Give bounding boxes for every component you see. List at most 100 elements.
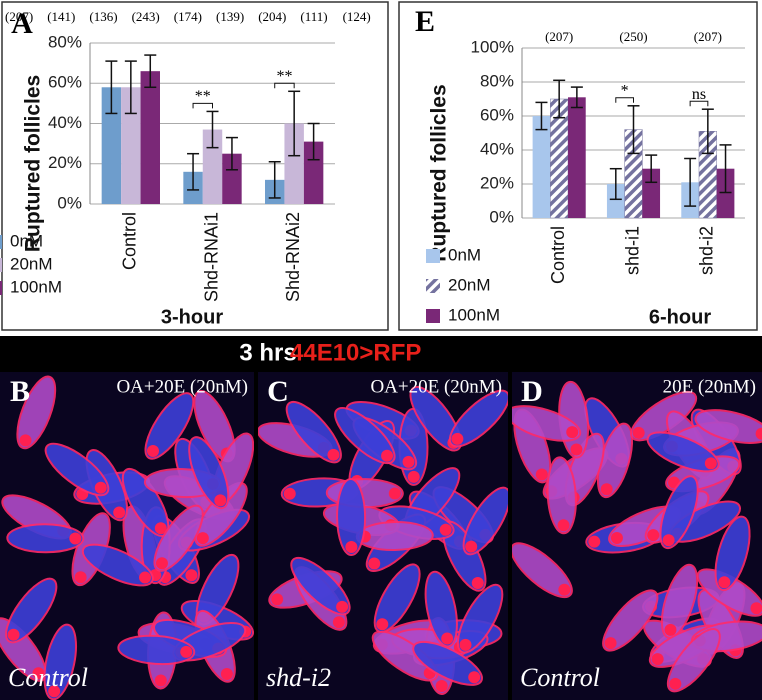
- rfp-spot: [755, 427, 762, 440]
- follicle: [188, 436, 230, 510]
- rfp-spot: [196, 532, 209, 545]
- rfp-spot: [610, 532, 623, 545]
- follicle: [117, 634, 196, 666]
- rfp-spot: [271, 593, 284, 606]
- rfp-spot: [600, 483, 613, 496]
- time-label: 6-hour: [649, 306, 711, 328]
- rfp-spot: [557, 519, 570, 532]
- bar: [284, 123, 304, 204]
- legend-label: 0nM: [10, 231, 43, 250]
- rfp-spot: [345, 541, 358, 554]
- rfp-spot: [376, 618, 389, 631]
- rfp-spot: [220, 667, 233, 680]
- rfp-spot: [459, 638, 472, 651]
- follicle: [512, 542, 573, 599]
- time-label: 3-hour: [161, 306, 223, 328]
- follicle: [448, 389, 508, 448]
- x-tick-label: Control: [120, 212, 140, 270]
- banner-driver: 44E10>RFP: [290, 339, 421, 366]
- rfp-spot: [155, 557, 168, 570]
- n-label: (124): [343, 9, 371, 24]
- banner-time: 3 hrs: [239, 339, 296, 366]
- n-label: (174): [174, 9, 202, 24]
- panel-genotype: Control: [8, 663, 88, 692]
- follicle: [5, 577, 58, 644]
- follicle: [546, 456, 577, 535]
- x-tick-label: Control: [548, 226, 568, 284]
- y-tick-label: 40%: [48, 113, 82, 132]
- significance-label: *: [621, 82, 629, 99]
- y-tick-label: 40%: [480, 139, 514, 158]
- rfp-spot: [558, 583, 571, 596]
- n-label: (204): [258, 9, 286, 24]
- rfp-spot: [69, 532, 82, 545]
- legend-swatch: [0, 281, 2, 295]
- rfp-spot: [180, 645, 193, 658]
- y-tick-label: 80%: [480, 71, 514, 90]
- follicle: [285, 400, 342, 464]
- panel-genotype: Control: [520, 663, 600, 692]
- panel-letter: E: [415, 5, 435, 38]
- panel-condition: OA+20E (20nM): [116, 376, 248, 397]
- follicle: [646, 431, 720, 473]
- bar: [101, 87, 122, 204]
- legend-label: 100nM: [448, 305, 500, 324]
- rfp-spot: [664, 623, 677, 636]
- rfp-spot: [368, 557, 381, 570]
- follicle: [714, 515, 751, 592]
- legend-swatch: [426, 279, 440, 293]
- n-label: (243): [132, 9, 160, 24]
- rfp-spot: [32, 667, 45, 680]
- follicle: [412, 640, 483, 686]
- y-axis-label: Ruptured follicles: [428, 84, 451, 261]
- rfp-spot: [139, 571, 152, 584]
- significance-label: **: [195, 88, 211, 105]
- follicle: [409, 385, 462, 452]
- x-tick-label: Shd-RNAi1: [201, 212, 221, 302]
- significance-bracket: [274, 82, 295, 89]
- rfp-spot: [214, 494, 227, 507]
- follicle: [424, 570, 458, 648]
- micrograph: [0, 372, 254, 700]
- n-label: (207): [694, 29, 722, 44]
- bar: [642, 168, 661, 218]
- rfp-spot: [7, 628, 20, 641]
- rfp-spot: [74, 571, 87, 584]
- follicle: [456, 583, 504, 654]
- panel-condition: OA+20E (20nM): [370, 376, 502, 397]
- follicle: [194, 482, 248, 547]
- rfp-spot: [94, 481, 107, 494]
- rfp-spot: [632, 426, 645, 439]
- rfp-spot: [750, 602, 762, 615]
- n-label: (207): [5, 9, 33, 24]
- rfp-spot: [407, 470, 420, 483]
- follicle: [16, 375, 57, 450]
- follicle: [666, 628, 721, 693]
- y-tick-label: 80%: [48, 32, 82, 51]
- n-label: (250): [619, 29, 647, 44]
- panel-letter: D: [521, 375, 543, 408]
- follicle: [696, 568, 762, 617]
- x-tick-label: Shd-RNAi2: [283, 212, 303, 302]
- rfp-spot: [48, 685, 61, 698]
- bar: [532, 116, 551, 218]
- significance-label: **: [276, 68, 292, 85]
- legend-swatch: [426, 249, 440, 263]
- rfp-spot: [704, 457, 717, 470]
- rfp-spot: [336, 600, 349, 613]
- y-tick-label: 0%: [57, 193, 82, 212]
- rfp-spot: [113, 506, 126, 519]
- rfp-spot: [570, 443, 583, 456]
- follicle: [371, 630, 439, 682]
- y-tick-label: 20%: [48, 153, 82, 172]
- follicle: [336, 478, 367, 557]
- panel-condition: 20E (20nM): [663, 376, 756, 397]
- rfp-spot: [283, 487, 296, 500]
- n-label: (207): [545, 29, 573, 44]
- rfp-spot: [154, 522, 167, 535]
- follicle: [373, 563, 421, 633]
- y-axis-label: Ruptured follicles: [22, 75, 45, 252]
- rfp-spot: [439, 523, 452, 536]
- rfp-spot: [146, 445, 159, 458]
- x-tick-label: shd-i1: [622, 226, 642, 275]
